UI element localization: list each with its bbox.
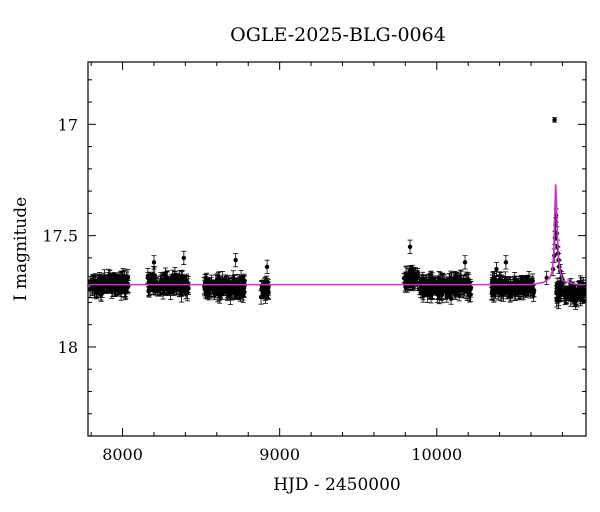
data-point xyxy=(109,287,115,293)
data-point xyxy=(575,287,581,292)
data-point xyxy=(515,286,520,291)
data-point xyxy=(408,276,413,282)
model-curve xyxy=(88,184,586,286)
data-point xyxy=(105,275,111,280)
data-point xyxy=(93,279,98,285)
data-point xyxy=(462,260,468,265)
data-point xyxy=(228,284,233,290)
data-point xyxy=(494,284,499,290)
data-point xyxy=(554,291,560,296)
data-point xyxy=(449,277,454,283)
data-point xyxy=(233,257,238,263)
data-point xyxy=(259,287,265,293)
data-point xyxy=(464,278,469,283)
x-tick-label: 10000 xyxy=(411,445,462,464)
data-point xyxy=(407,244,413,249)
data-point xyxy=(145,273,151,279)
data-point xyxy=(462,287,467,292)
data-point xyxy=(420,277,425,282)
x-tick-label: 9000 xyxy=(259,445,300,464)
axis-ticks xyxy=(88,62,586,436)
data-point xyxy=(424,279,429,285)
data-point xyxy=(110,278,116,283)
plot-frame xyxy=(87,61,587,437)
data-point xyxy=(571,291,577,296)
y-axis-label: I magnitude xyxy=(11,197,31,301)
data-point xyxy=(181,255,187,261)
data-point xyxy=(436,285,442,290)
data-point xyxy=(149,284,155,289)
x-axis-label: HJD - 2450000 xyxy=(273,475,401,495)
data-point xyxy=(501,292,506,297)
data-point xyxy=(552,117,557,123)
data-point xyxy=(122,273,127,279)
data-point xyxy=(453,275,458,280)
data-point xyxy=(225,290,231,296)
data-point xyxy=(171,286,177,291)
data-point xyxy=(216,276,222,282)
data-point xyxy=(220,277,225,283)
y-tick-label: 17 xyxy=(58,115,78,134)
data-point xyxy=(410,270,415,275)
data-point xyxy=(172,277,178,283)
data-point xyxy=(152,273,157,278)
data-point xyxy=(120,284,125,289)
data-point xyxy=(503,260,509,265)
data-point xyxy=(179,280,184,285)
y-tick-label: 17.5 xyxy=(42,227,78,246)
data-point xyxy=(559,288,564,293)
data-point xyxy=(425,293,430,298)
plot-area xyxy=(87,117,587,310)
data-point xyxy=(218,291,223,297)
x-tick-label: 8000 xyxy=(102,445,143,464)
data-point xyxy=(458,276,463,281)
data-point xyxy=(468,285,474,290)
data-point xyxy=(222,286,228,292)
data-point xyxy=(161,279,167,285)
data-point xyxy=(263,290,268,295)
data-point xyxy=(564,292,569,297)
y-tick-label: 18 xyxy=(58,338,78,357)
data-point xyxy=(456,287,461,293)
data-point xyxy=(412,279,418,284)
data-point xyxy=(211,286,217,291)
data-point xyxy=(179,292,184,297)
data-point xyxy=(491,293,497,298)
chart-title: OGLE-2025-BLG-0064 xyxy=(230,24,446,46)
data-point xyxy=(494,266,499,272)
data-point xyxy=(241,293,246,298)
data-point xyxy=(114,276,119,282)
data-point xyxy=(581,291,587,296)
data-point xyxy=(204,286,210,291)
data-point xyxy=(151,260,157,265)
data-point xyxy=(234,289,240,294)
data-point xyxy=(513,291,518,297)
data-point xyxy=(500,285,506,290)
data-point xyxy=(264,264,270,270)
data-point xyxy=(555,287,560,292)
data-point xyxy=(147,277,153,283)
data-point xyxy=(447,290,453,296)
